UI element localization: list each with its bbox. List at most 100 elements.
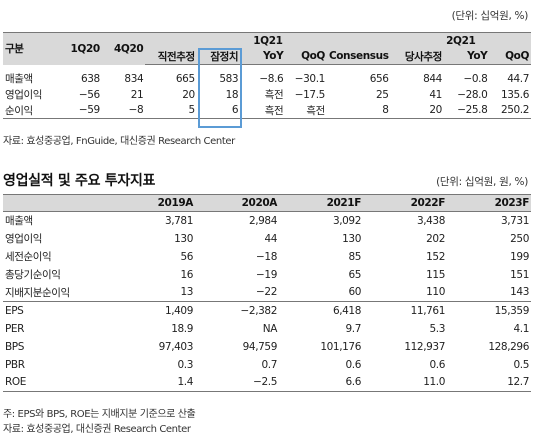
- table1-header-row-1: 구분 1Q20 4Q20 1Q21 2Q21: [3, 32, 531, 65]
- cell: 151: [510, 268, 529, 281]
- cell: 250.2: [489, 102, 531, 119]
- cell: 44: [264, 232, 277, 245]
- row-label: 세전순이익: [5, 251, 52, 263]
- cell: 60: [279, 283, 363, 302]
- table2-source: 자료: 효성중공업, 대신증권 Research Center: [3, 424, 191, 435]
- cell: −30.1: [294, 72, 326, 85]
- cell: 0.7: [261, 358, 278, 371]
- cell: 56: [180, 250, 193, 263]
- cell: 115: [426, 268, 445, 281]
- row-label: PER: [5, 322, 25, 335]
- table2-header-row: 2019A 2020A 2021F 2022F 2023F: [3, 194, 531, 212]
- table-row: PBR 0.3 0.7 0.6 0.6 0.5: [3, 356, 531, 374]
- table-row: 매출액 638 834 665 583 −8.6 −30.1 656 844 −…: [3, 71, 531, 87]
- cell: 638: [80, 72, 100, 85]
- table1-col-house-estimate: 당사추정: [390, 48, 444, 65]
- cell: 9.7: [345, 322, 362, 335]
- cell: 18.9: [171, 322, 193, 335]
- cell: 흑전: [285, 102, 327, 119]
- row-label: 영업이익: [5, 233, 43, 245]
- row-label: 매출액: [5, 73, 33, 85]
- preliminary-highlight-box: [198, 48, 242, 128]
- cell: 4.1: [513, 322, 530, 335]
- cell: 6.6: [279, 373, 363, 392]
- cell: 3,781: [164, 214, 193, 227]
- row-label: 순이익: [3, 102, 59, 119]
- table1-col-consensus: Consensus: [326, 48, 391, 65]
- table1-col-qoq-2q: QoQ: [489, 48, 531, 65]
- table2-note: 주: EPS와 BPS, ROE는 지배지분 기준으로 산출: [3, 409, 196, 420]
- cell: 665: [175, 72, 195, 85]
- cell: 0.6: [345, 358, 362, 371]
- row-label: EPS: [5, 304, 24, 317]
- cell: 1.4: [111, 373, 195, 392]
- cell: 85: [348, 250, 361, 263]
- cell: 흑전: [264, 89, 284, 101]
- table-row: 영업이익 130 44 130 202 250: [3, 230, 531, 248]
- cell: 6,418: [332, 304, 361, 317]
- table1-col-qoq: QoQ: [285, 48, 327, 65]
- cell: 152: [426, 250, 445, 263]
- quarterly-earnings-table: 구분 1Q20 4Q20 1Q21 2Q21 직전추정 잠정치 YoY QoQ …: [3, 32, 531, 119]
- row-label: 매출액: [5, 215, 33, 228]
- cell: −0.8: [463, 72, 488, 85]
- cell: 844: [423, 72, 442, 85]
- annual-forecast-table: 2019A 2020A 2021F 2022F 2023F 매출액 3,781 …: [3, 194, 531, 392]
- cell: 20: [390, 102, 444, 119]
- cell: 656: [369, 72, 389, 85]
- row-label: PBR: [5, 358, 25, 371]
- table-row: 영업이익 −56 21 20 18 흑전 −17.5 25 41 −28.0 1…: [3, 87, 531, 103]
- cell: 20: [182, 88, 195, 101]
- row-label: BPS: [5, 340, 25, 353]
- table1-group-1q21: 1Q21: [145, 32, 391, 49]
- cell: 65: [348, 268, 361, 281]
- cell: 3,731: [500, 214, 529, 227]
- cell: −28.0: [457, 88, 488, 101]
- cell: 18: [225, 88, 239, 101]
- cell: 11,761: [410, 304, 446, 317]
- cell: 0.6: [429, 358, 446, 371]
- cell: 25: [376, 88, 389, 101]
- cell: 250: [510, 232, 529, 245]
- cell: 21: [130, 88, 144, 101]
- row-label: ROE: [3, 373, 111, 392]
- cell: −17.5: [294, 88, 326, 101]
- row-label: 지배지분순이익: [3, 283, 111, 302]
- cell: 94,759: [242, 340, 278, 353]
- table1-col-prev-estimate: 직전추정: [145, 48, 197, 65]
- cell: −8.6: [259, 72, 284, 85]
- cell: 130: [174, 232, 193, 245]
- cell: 6: [196, 102, 241, 119]
- cell: −25.8: [443, 102, 490, 119]
- row-label: 영업이익: [5, 89, 43, 101]
- cell: 3,092: [332, 214, 361, 227]
- section-title: 영업실적 및 주요 투자지표: [3, 173, 156, 189]
- cell: 112,937: [404, 340, 445, 353]
- row-label: 총당기순이익: [5, 269, 61, 281]
- cell: −2,382: [240, 304, 278, 317]
- cell: 8: [326, 102, 391, 119]
- cell: 834: [124, 72, 144, 85]
- table-row: 총당기순이익 16 −19 65 115 151: [3, 266, 531, 284]
- cell: 128,296: [488, 340, 529, 353]
- cell: −8: [101, 102, 146, 119]
- cell: −22: [195, 283, 279, 302]
- cell: 15,359: [494, 304, 530, 317]
- cell: 101,176: [320, 340, 361, 353]
- table1-header-row-2: 직전추정 잠정치 YoY QoQ Consensus 당사추정 YoY QoQ: [3, 48, 531, 65]
- cell: 2,984: [248, 214, 277, 227]
- cell: 0.3: [177, 358, 194, 371]
- cell: NA: [262, 322, 278, 335]
- cell: 41: [429, 88, 442, 101]
- table2-col-2022f: 2022F: [363, 194, 447, 212]
- cell: 13: [111, 283, 195, 302]
- cell: 3,438: [416, 214, 445, 227]
- cell: 135.6: [500, 88, 529, 101]
- cell: −19: [256, 268, 277, 281]
- table-row: PER 18.9 NA 9.7 5.3 4.1: [3, 320, 531, 338]
- cell: 흑전: [240, 102, 286, 119]
- table1-col-label: 구분: [3, 32, 59, 65]
- cell: 5: [145, 102, 197, 119]
- cell: 0.5: [513, 358, 530, 371]
- cell: 202: [426, 232, 445, 245]
